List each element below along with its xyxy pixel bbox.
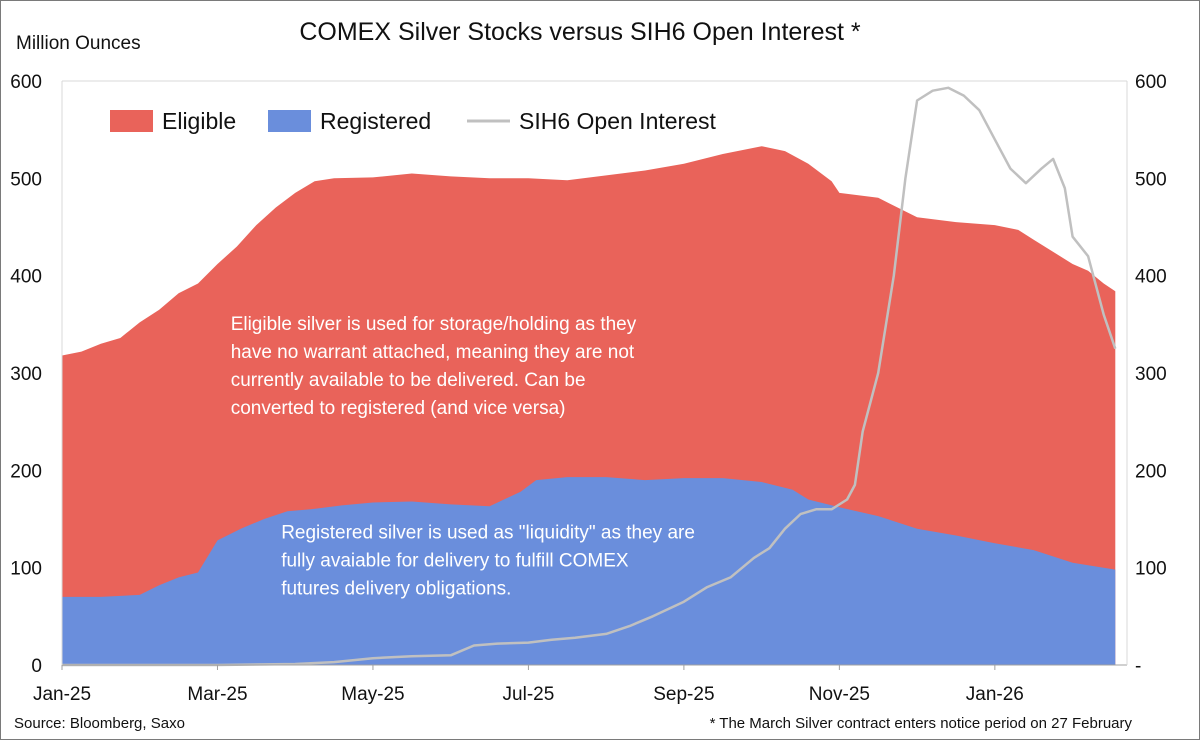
y2-tick-label: 500	[1135, 169, 1167, 190]
x-axis-ticks: Jan-25 Mar-25 May-25 Jul-25 Sep-25 Nov-25 Jan-…	[33, 665, 1024, 705]
y2-tick-label: 400	[1135, 267, 1167, 288]
open-interest-path	[62, 86, 1117, 667]
annotation-line: converted to registered (and vice versa)	[231, 398, 566, 419]
x-tick-label: Jan-25	[33, 684, 91, 705]
y2-tick-label: 200	[1135, 461, 1167, 482]
chart-title: COMEX Silver Stocks versus SIH6 Open Int…	[299, 18, 861, 46]
y2-tick-label: 300	[1135, 364, 1167, 385]
source-note: Source: Bloomberg, Saxo	[14, 715, 185, 732]
annotation-line: Registered silver is used as "liquidity"…	[281, 523, 695, 544]
y-tick-label: 500	[10, 169, 42, 190]
legend-label-registered: Registered	[320, 108, 431, 134]
x-tick-label: Sep-25	[653, 684, 714, 705]
y-axis-ticks: 0 100 200 300 400 500 600	[10, 72, 42, 677]
y2-tick-label: -	[1135, 656, 1141, 677]
annotation-eligible: Eligible silver is used for storage/hold…	[231, 314, 637, 419]
registered-area	[62, 477, 1116, 665]
annotation-line: have no warrant attached, meaning they a…	[231, 342, 635, 363]
annotation-registered: Registered silver is used as "liquidity"…	[281, 523, 695, 600]
y-tick-label: 100	[10, 559, 42, 580]
legend-swatch-registered	[268, 110, 311, 132]
legend-swatch-eligible	[110, 110, 153, 132]
x-tick-label: Mar-25	[187, 684, 247, 705]
annotation-line: futures delivery obligations.	[281, 579, 511, 600]
legend-label-open-interest: SIH6 Open Interest	[519, 108, 716, 134]
y-tick-label: 600	[10, 72, 42, 93]
x-tick-label: May-25	[341, 684, 404, 705]
legend: Eligible Registered SIH6 Open Interest	[110, 108, 716, 134]
y2-tick-label: 600	[1135, 72, 1167, 93]
footnote: * The March Silver contract enters notic…	[710, 715, 1133, 732]
annotation-line: fully avaiable for delivery to fulfill C…	[281, 551, 629, 572]
y-tick-label: 200	[10, 461, 42, 482]
stock-areas	[62, 146, 1116, 665]
open-interest-line	[62, 86, 1117, 667]
annotation-line: Eligible silver is used for storage/hold…	[231, 314, 637, 335]
y-tick-label: 400	[10, 267, 42, 288]
x-tick-label: Jan-26	[966, 684, 1024, 705]
y-tick-label: 300	[10, 364, 42, 385]
y2-tick-label: 100	[1135, 559, 1167, 580]
y-tick-label: 0	[31, 656, 42, 677]
x-tick-label: Nov-25	[809, 684, 870, 705]
legend-label-eligible: Eligible	[162, 108, 236, 134]
y-axis-label: Million Ounces	[16, 33, 141, 54]
annotation-line: currently available to be delivered. Can…	[231, 370, 586, 391]
x-tick-label: Jul-25	[503, 684, 555, 705]
y2-axis-ticks: - 100 200 300 400 500 600	[1135, 72, 1167, 677]
